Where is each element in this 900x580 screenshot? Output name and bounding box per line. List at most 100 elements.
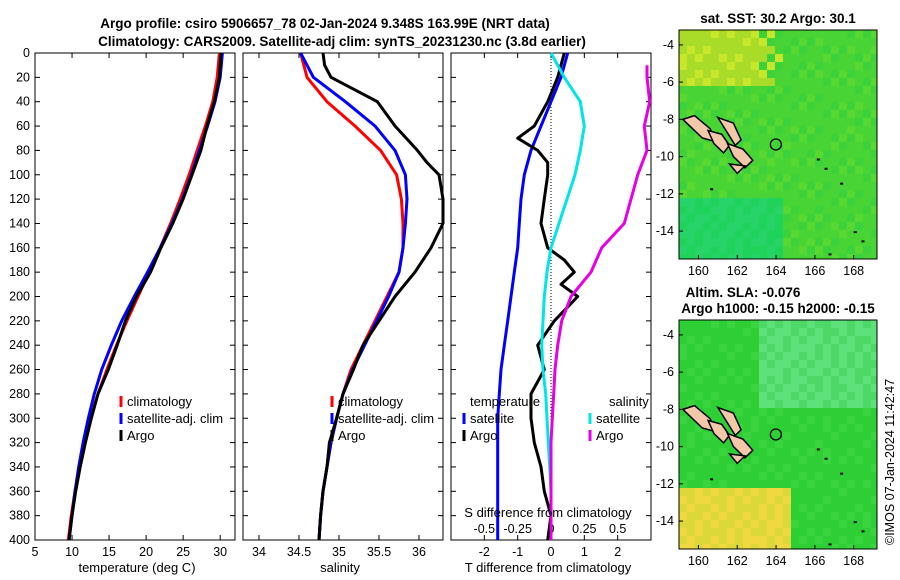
sst-map-cell <box>807 38 815 46</box>
difference-series-s-argo <box>549 65 652 540</box>
sst-map-cell <box>823 230 831 238</box>
sst-map-cell <box>807 94 815 102</box>
sla-map-cell <box>759 320 767 328</box>
sla-map-cell <box>711 448 719 456</box>
sst-map-cell <box>711 174 719 182</box>
sst-map-cell <box>871 254 877 259</box>
sla-map-cell <box>799 320 807 328</box>
sla-map-cell <box>679 536 687 544</box>
sla-map-cell <box>847 368 855 376</box>
sst-map-cell <box>751 70 759 78</box>
sst-map-cell <box>831 254 839 259</box>
difference-panel: -2 -1 0 1 2-0.5 -0.25 0 0.25 0.5temperaturesatel… <box>450 52 652 559</box>
sla-map-cell <box>783 360 791 368</box>
sst-map-cell <box>807 110 815 118</box>
sst-map-cell <box>743 126 751 134</box>
sla-map-cell <box>735 376 743 384</box>
sla-argo-position-marker <box>769 428 783 441</box>
sla-map-cell <box>719 504 727 512</box>
sla-map-cell <box>815 320 823 328</box>
sst-map-cell <box>815 30 823 38</box>
sst-map-cell <box>711 110 719 118</box>
sla-map-reef <box>861 530 865 533</box>
sst-map-cell <box>807 134 815 142</box>
sst-map-cell <box>679 166 687 174</box>
sst-map-cell <box>871 94 877 102</box>
sla-map-cell <box>855 488 863 496</box>
sst-map-cell <box>727 46 735 54</box>
sst-map-cell <box>815 230 823 238</box>
sst-map-cell <box>815 238 823 246</box>
sla-map-cell <box>703 520 711 528</box>
sla-map-cell <box>855 360 863 368</box>
sst-map-cell <box>767 230 775 238</box>
sst-map-cell <box>855 118 863 126</box>
sst-map-cell <box>743 198 751 206</box>
sla-map-cell <box>775 464 783 472</box>
sla-map-cell <box>871 424 877 432</box>
sla-map-cell <box>711 352 719 360</box>
temperature-series-argo <box>67 52 223 541</box>
sla-map-cell <box>711 368 719 376</box>
sst-map-cell <box>703 198 711 206</box>
sla-map-reef <box>710 478 714 481</box>
sla-map-cell <box>767 360 775 368</box>
sst-map-cell <box>703 174 711 182</box>
sst-map-cell <box>775 126 783 134</box>
sst-map-cell <box>775 110 783 118</box>
depth-tick-label: 180 <box>9 265 30 279</box>
sla-map-cell <box>711 488 719 496</box>
sst-map-cell <box>767 134 775 142</box>
sst-map-cell <box>855 174 863 182</box>
sst-map-cell <box>839 206 847 214</box>
sla-map-cell <box>815 432 823 440</box>
sla-map-cell <box>751 344 759 352</box>
sst-map-cell <box>743 54 751 62</box>
sst-map-cell <box>839 214 847 222</box>
sla-map-cell <box>695 336 703 344</box>
sla-map-cell <box>831 360 839 368</box>
sla-map-cell <box>775 416 783 424</box>
sla-map-cell <box>767 496 775 504</box>
s-difference-xlabel: S difference from climatology <box>464 505 632 520</box>
sst-map-cell <box>687 206 695 214</box>
sla-map-cell <box>727 536 735 544</box>
sst-map-ytick-label: -10 <box>656 150 674 164</box>
sst-map-cell <box>823 70 831 78</box>
sst-map-cell <box>695 238 703 246</box>
sst-map-cell <box>743 102 751 110</box>
sla-map-cell <box>855 504 863 512</box>
sst-map-cell <box>855 182 863 190</box>
depth-tick-label: 360 <box>9 484 30 498</box>
sla-map-cell <box>807 360 815 368</box>
sst-map-cell <box>759 134 767 142</box>
sla-map-cell <box>831 448 839 456</box>
sla-map-cell <box>815 472 823 480</box>
sst-map-cell <box>807 118 815 126</box>
sla-map-cell <box>839 544 847 549</box>
sla-map-cell <box>679 544 687 549</box>
sla-map-cell <box>687 432 695 440</box>
sst-map-cell <box>871 198 877 206</box>
sst-argo-position-marker <box>769 138 783 151</box>
sst-map-cell <box>847 62 855 70</box>
sla-map-cell <box>799 408 807 416</box>
sst-map-cell <box>751 246 759 254</box>
sst-map-cell <box>863 254 871 259</box>
depth-tick-label: 80 <box>16 143 30 157</box>
salinity-xlabel: salinity <box>320 560 360 575</box>
sla-map-cell <box>855 352 863 360</box>
sla-map-cell <box>807 512 815 520</box>
sla-map-cell <box>791 384 799 392</box>
sst-map-cell <box>767 46 775 54</box>
sst-map-cell <box>679 158 687 166</box>
sla-map-cell <box>775 408 783 416</box>
sla-map-ytick-label: -10 <box>656 440 674 454</box>
sst-map-cell <box>743 110 751 118</box>
sst-map-cell <box>831 246 839 254</box>
sla-map-cell <box>823 328 831 336</box>
sla-map-cell <box>767 320 775 328</box>
sla-map-cell <box>775 512 783 520</box>
sst-map-cell <box>871 46 877 54</box>
sla-map-cell <box>719 344 727 352</box>
